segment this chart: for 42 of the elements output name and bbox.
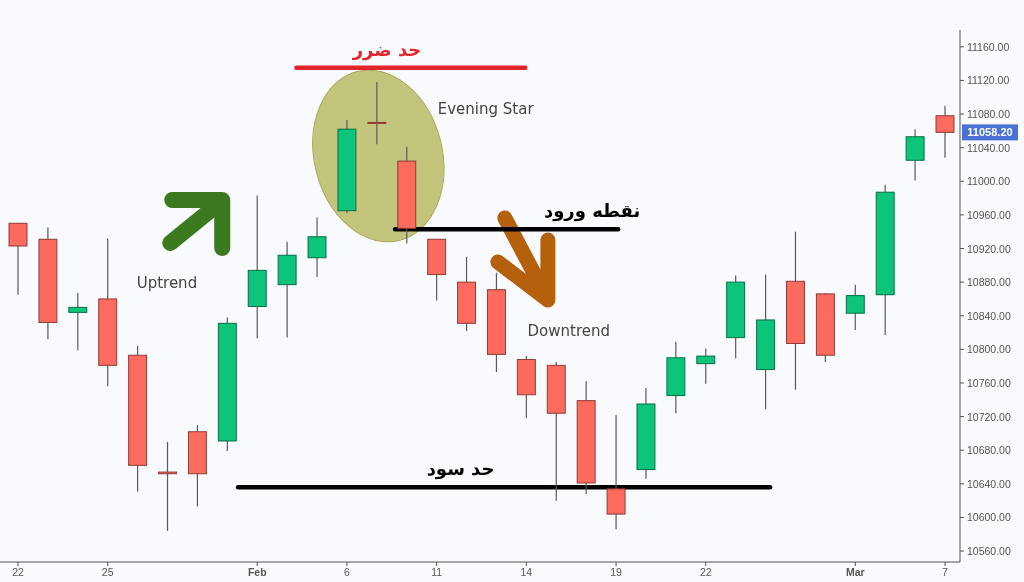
- ref-line-label: حد ضرر: [351, 38, 422, 61]
- x-tick-label: 14: [520, 566, 533, 578]
- x-tick-label: Feb: [247, 566, 267, 578]
- y-tick-label: 10920.00: [967, 242, 1011, 255]
- candlestick: [905, 128, 925, 182]
- x-tick-label: 6: [344, 566, 351, 578]
- candlestick: [158, 441, 177, 532]
- annotation: Evening Star: [437, 100, 535, 118]
- y-tick-label: 11160.00: [967, 40, 1010, 53]
- candlestick: [935, 105, 955, 159]
- x-tick-label: 22: [699, 566, 712, 578]
- y-tick-label: 10840.00: [967, 309, 1011, 322]
- y-tick-label: 11120.00: [967, 74, 1010, 87]
- candlestick: [696, 347, 716, 385]
- y-tick-label: 10600.00: [967, 511, 1011, 524]
- x-tick-label: 11: [431, 566, 443, 578]
- candlestick: [307, 216, 327, 278]
- x-tick-label: 22: [12, 566, 24, 578]
- ref-line-label: حد سود: [426, 458, 495, 481]
- x-tick-label: Mar: [845, 566, 865, 578]
- candlestick: [68, 292, 88, 351]
- y-tick-label: 10880.00: [967, 276, 1011, 289]
- y-tick-label: 10800.00: [967, 343, 1011, 356]
- y-tick-label: 10640.00: [967, 477, 1011, 490]
- y-tick-label: 10560.00: [967, 545, 1011, 558]
- text: 11058.20: [967, 126, 1013, 139]
- x-tick-label: 19: [610, 566, 623, 578]
- y-tick-label: 10760.00: [967, 376, 1011, 389]
- y-tick-label: 11040.00: [967, 141, 1011, 154]
- y-tick-label: 11080.00: [967, 108, 1011, 121]
- x-tick-label: 25: [101, 566, 114, 578]
- annotation: Uptrend: [136, 274, 198, 292]
- y-tick-label: 10720.00: [967, 410, 1011, 423]
- y-tick-label: 10680.00: [967, 444, 1011, 457]
- y-tick-label: 10960.00: [967, 208, 1011, 221]
- x-tick-label: 7: [942, 566, 949, 578]
- y-tick-label: 11000.00: [967, 175, 1011, 188]
- ref-line-label: نقطه ورود: [543, 200, 641, 223]
- candlestick: [8, 222, 28, 296]
- annotation: Downtrend: [527, 322, 611, 340]
- candlestick: [845, 284, 865, 331]
- candlestick: [367, 81, 387, 145]
